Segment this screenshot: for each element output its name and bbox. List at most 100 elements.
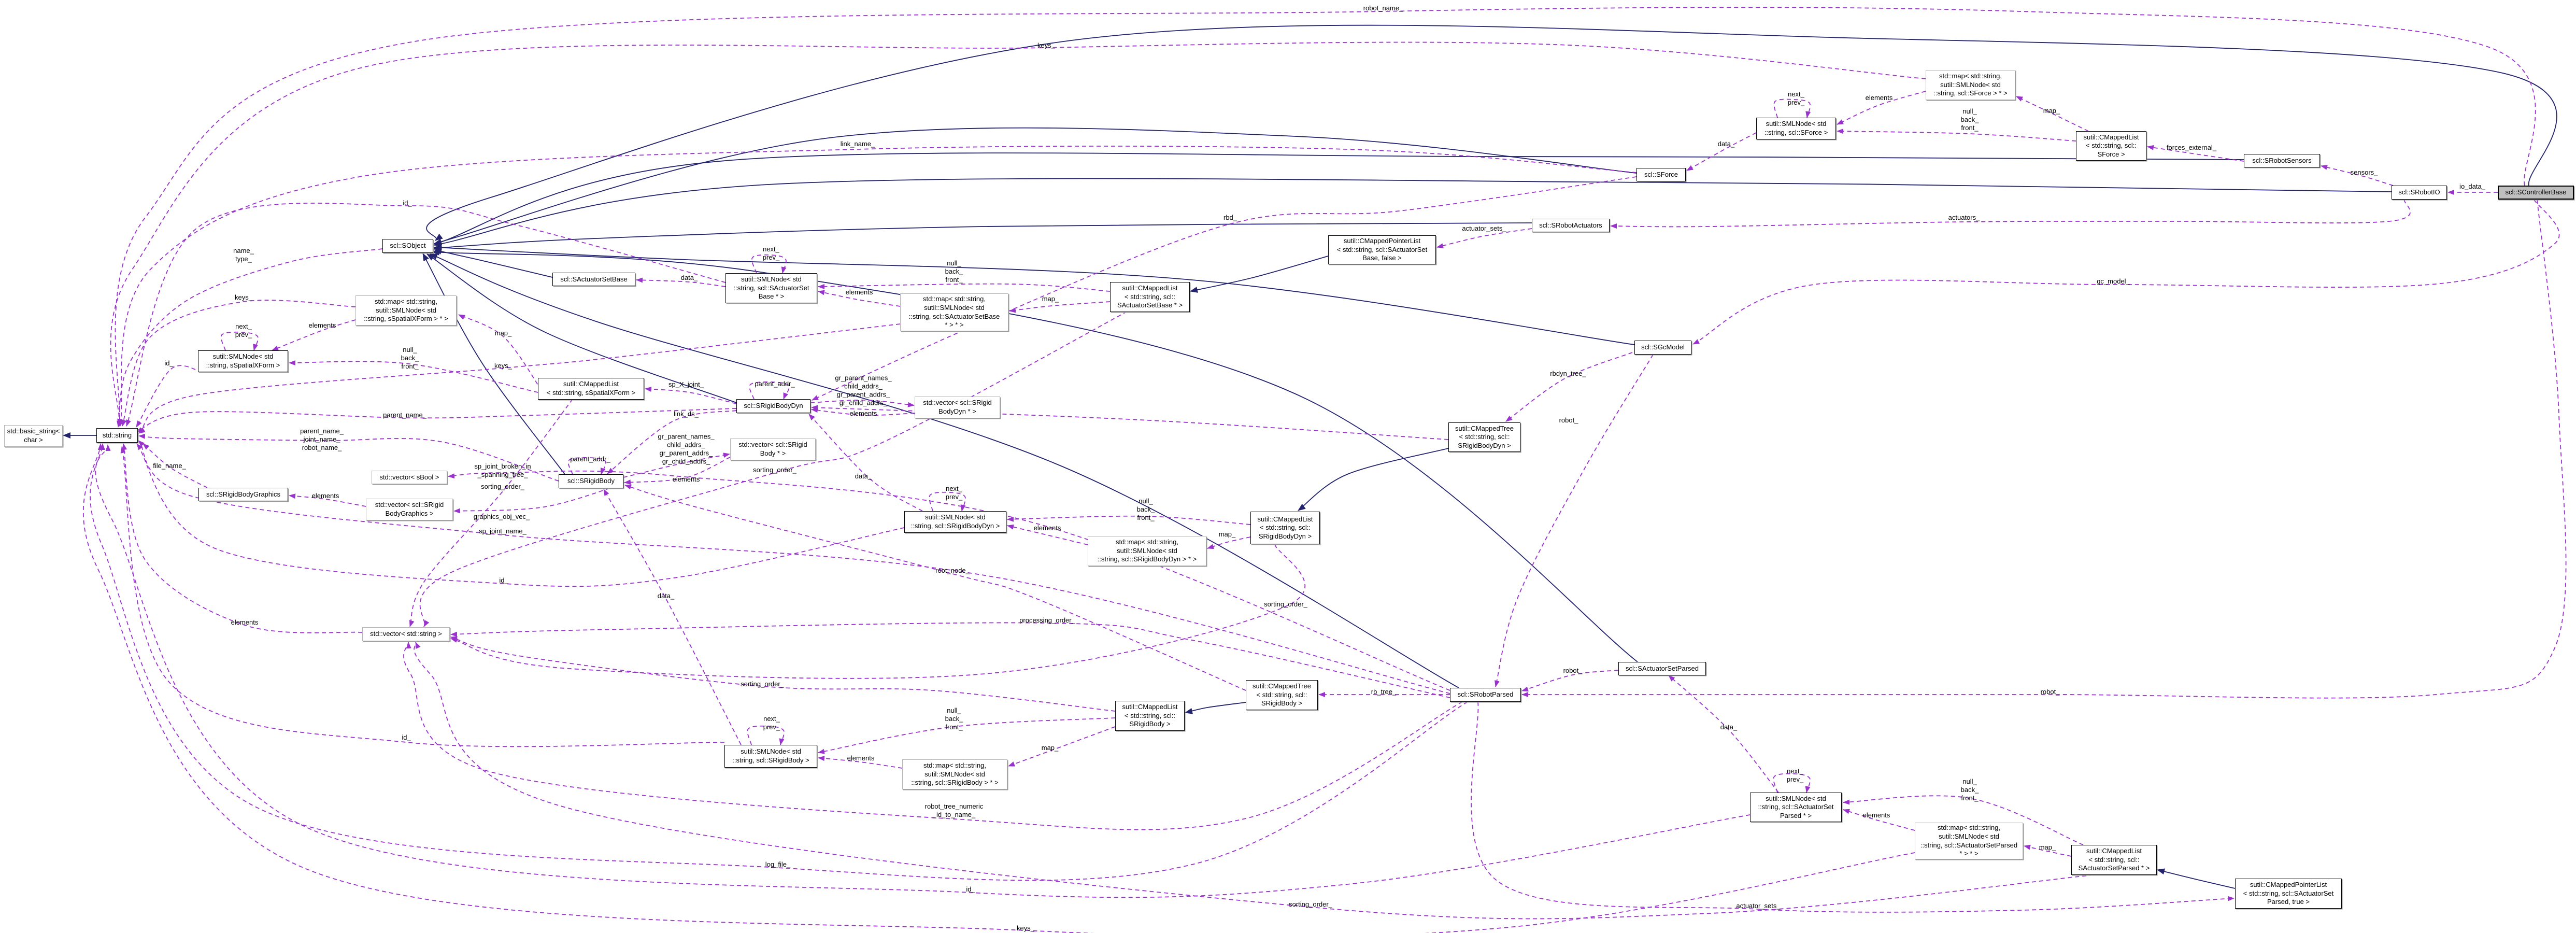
edge-inh-14 xyxy=(2157,868,2236,889)
edge-label-70: next_ prev_ xyxy=(1786,767,1804,783)
node-stdstring[interactable]: std::string xyxy=(96,428,138,443)
node-sobject[interactable]: scl::SObject xyxy=(382,239,433,253)
edge-ref-37 xyxy=(812,176,1637,401)
node-sactuatorsetbase[interactable]: scl::SActuatorSetBase xyxy=(552,273,635,286)
edge-label-6: id_ xyxy=(403,199,412,207)
edge-ref-82 xyxy=(1843,795,2084,845)
edge-label-41: elements xyxy=(672,475,700,484)
edge-ref-74 xyxy=(403,642,1463,830)
edge-label-35: robot_ xyxy=(1559,416,1578,425)
edge-label-23: null_ back_ front_ xyxy=(1960,107,1979,132)
edge-ref-68 xyxy=(289,493,366,507)
edge-label-69: log_file_ xyxy=(765,860,791,869)
edge-ref-28 xyxy=(2147,145,2244,162)
node-map-dyn[interactable]: std::map< std::string, sutil::SMLNode< s… xyxy=(1088,536,1206,566)
edge-label-26: forces_external_ xyxy=(2166,144,2217,152)
edge-label-36: parent_name_ xyxy=(383,411,426,419)
node-cmappedtree-rb[interactable]: sutil::CMappedTree < std::string, scl:: … xyxy=(1246,680,1318,710)
node-map-actsetbase[interactable]: std::map< std::string, sutil::SMLNode< s… xyxy=(900,293,1008,331)
edge-ref-85 xyxy=(1008,726,1116,767)
edge-ref-53 xyxy=(289,360,538,393)
edge-ref-54 xyxy=(272,319,356,351)
node-cmappedlist-rb[interactable]: sutil::CMappedList < std::string, scl:: … xyxy=(1115,701,1185,731)
edge-label-3: rbd_ xyxy=(1223,214,1237,222)
edge-label-38: parent_addr_ xyxy=(570,455,610,463)
edge-ref-94 xyxy=(409,399,573,627)
node-srigidbodydyn[interactable]: scl::SRigidBodyDyn xyxy=(736,399,810,413)
node-vector-string[interactable]: std::vector< std::string > xyxy=(362,627,450,641)
edge-label-21: elements xyxy=(1865,94,1893,102)
edge-label-12: null_ back_ front_ xyxy=(945,259,963,284)
edge-ref-61 xyxy=(567,457,606,475)
edge-label-30: parent_addr_ xyxy=(755,380,795,388)
edge-ref-35 xyxy=(1505,352,1633,422)
edge-ref-79 xyxy=(95,444,1750,898)
node-smlnode-sforce[interactable]: sutil::SMLNode< std ::string, scl::SForc… xyxy=(1756,118,1836,139)
edge-label-49: next_ prev_ xyxy=(945,485,963,501)
edge-label-63: null_ back_ front_ xyxy=(945,706,963,731)
node-basicstring[interactable]: std::basic_string< char > xyxy=(4,425,63,447)
edge-ref-55 xyxy=(220,331,259,351)
edge-ref-47 xyxy=(749,381,790,400)
edge-label-44: sp_joint_broken_in _spanning_tree_ xyxy=(474,462,531,478)
edge-label-68: robot_tree_numeric _id_to_name_ xyxy=(924,802,984,818)
node-map-sforce[interactable]: std::map< std::string, sutil::SMLNode< s… xyxy=(1926,70,2015,100)
edge-ref-26 xyxy=(2016,96,2089,132)
edge-label-40: data_ xyxy=(855,472,872,480)
node-vector-rb[interactable]: std::vector< scl::SRigid Body * > xyxy=(730,439,816,460)
edge-label-60: robot_ xyxy=(1563,667,1583,675)
node-sforce[interactable]: scl::SForce xyxy=(1636,168,1686,181)
edge-ref-17 xyxy=(636,277,726,287)
edge-label-62: next_ prev_ xyxy=(763,715,780,731)
node-cmappedptrlist-actsetbase[interactable]: sutil::CMappedPointerList < std::string,… xyxy=(1328,235,1436,264)
node-cmappedtree-dyn[interactable]: sutil::CMappedTree < std::string, scl:: … xyxy=(1448,422,1520,452)
node-cmappedlist-asp[interactable]: sutil::CMappedList < std::string, scl:: … xyxy=(2071,845,2157,875)
node-cmappedlist-sforce[interactable]: sutil::CMappedList < std::string, scl:: … xyxy=(2076,131,2146,161)
edge-ref-86 xyxy=(818,717,1116,754)
node-vector-dyn[interactable]: std::vector< scl::SRigid BodyDyn * > xyxy=(915,397,1000,418)
node-sactuatorsetparsed[interactable]: scl::SActuatorSetParsed xyxy=(1618,662,1706,675)
edge-ref-63 xyxy=(624,457,731,485)
node-srobotsensors[interactable]: scl::SRobotSensors xyxy=(2244,154,2320,167)
node-cmappedlist-actsetbase[interactable]: sutil::CMappedList < std::string, scl:: … xyxy=(1110,282,1190,312)
edge-label-16: next_ prev_ xyxy=(235,322,252,338)
node-scontrollerbase[interactable]: scl::SControllerBase xyxy=(2498,186,2574,200)
node-vector-rbgraphics[interactable]: std::vector< scl::SRigid BodyGraphics > xyxy=(366,499,453,520)
edge-ref-62 xyxy=(623,453,730,478)
node-cmappedptrlist-asp[interactable]: sutil::CMappedPointerList < std::string,… xyxy=(2235,879,2342,909)
node-smlnode-dyn[interactable]: sutil::SMLNode< std ::string, scl::SRigi… xyxy=(904,511,1006,533)
edge-inh-4 xyxy=(434,244,1635,345)
edge-label-5: actuator_sets_ xyxy=(1462,224,1506,233)
edge-label-57: elements xyxy=(231,618,259,627)
edge-ref-95 xyxy=(126,203,726,427)
node-smlnode-asp[interactable]: sutil::SMLNode< std ::string, scl::SActu… xyxy=(1750,793,1842,822)
node-map-asp[interactable]: std::map< std::string, sutil::SMLNode< s… xyxy=(1915,823,2023,859)
edge-ref-20 xyxy=(818,283,1111,292)
edge-ref-67 xyxy=(453,483,624,514)
node-srigidbody[interactable]: scl::SRigidBody xyxy=(559,474,623,488)
edge-ref-29 xyxy=(2321,165,2394,186)
node-sgcmodel[interactable]: scl::SGcModel xyxy=(1634,341,1691,355)
edge-label-13: next_ prev_ xyxy=(762,245,780,261)
node-cmappedlist-dyn[interactable]: sutil::CMappedList < std::string, scl:: … xyxy=(1250,512,1320,544)
edge-ref-57 xyxy=(121,300,356,427)
node-smlnode-rb[interactable]: sutil::SMLNode< std ::string, scl::SRigi… xyxy=(724,745,817,768)
node-srigidbodygraphics[interactable]: scl::SRigidBodyGraphics xyxy=(198,488,288,501)
edge-label-56: sorting_order_ xyxy=(1264,600,1307,609)
node-cmappedlist-xform[interactable]: sutil::CMappedList < std::string, sSpati… xyxy=(538,378,644,400)
node-srobotactuators[interactable]: scl::SRobotActuators xyxy=(1532,219,1610,232)
edge-inh-9 xyxy=(434,152,2244,245)
node-srobotio[interactable]: scl::SRobotIO xyxy=(2392,186,2447,200)
node-map-rb[interactable]: std::map< std::string, sutil::SMLNode< s… xyxy=(902,759,1007,789)
node-vector-sbool[interactable]: std::vector< sBool > xyxy=(372,471,447,484)
node-smlnode-actsetbase[interactable]: sutil::SMLNode< std ::string, scl::SActu… xyxy=(725,273,817,303)
node-srobotparsed[interactable]: scl::SRobotParsed xyxy=(1450,688,1521,702)
edge-ref-21 xyxy=(1009,301,1111,313)
edge-ref-45 xyxy=(136,443,905,587)
edge-ref-59 xyxy=(110,41,1926,426)
node-map-xform[interactable]: std::map< std::string, sutil::SMLNode< s… xyxy=(355,295,457,326)
edge-inh-11 xyxy=(1298,448,1449,511)
edge-label-77: id_ xyxy=(966,885,975,894)
node-smlnode-xform[interactable]: sutil::SMLNode< std ::string, sSpatialXF… xyxy=(198,350,288,372)
edge-label-73: map_ xyxy=(2039,843,2056,852)
